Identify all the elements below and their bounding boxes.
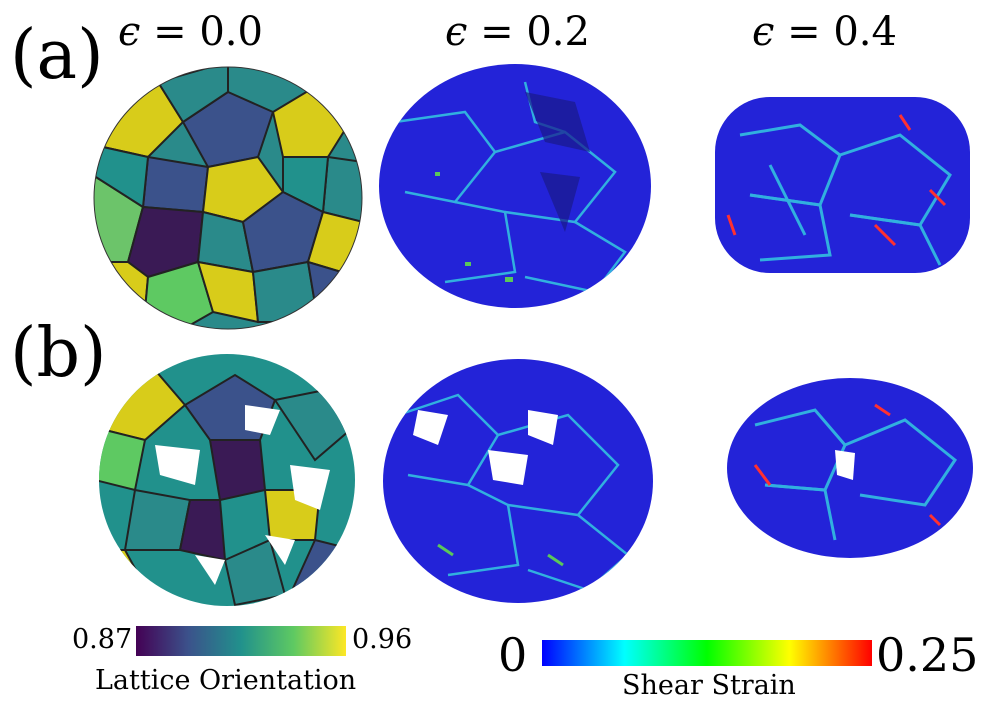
strain-value: = 0.4: [774, 9, 897, 55]
panel-label-b: (b): [10, 314, 107, 393]
strain-value: = 0.2: [467, 9, 590, 55]
shear-max-label: 0.25: [876, 628, 979, 682]
shear-colorbar: [542, 640, 872, 666]
strain-header-1: ϵ = 0.2: [445, 12, 590, 52]
shear-sphere-a-2: [715, 97, 970, 273]
shear-sphere-b-1: [383, 359, 653, 603]
epsilon-symbol: ϵ: [118, 9, 141, 55]
orientation-colorbar-title: Lattice Orientation: [95, 665, 357, 696]
panel-label-a: (a): [10, 16, 104, 95]
orientation-min-label: 0.87: [72, 624, 133, 655]
strain-header-0: ϵ = 0.0: [118, 12, 263, 52]
strain-value: = 0.0: [140, 9, 263, 55]
epsilon-symbol: ϵ: [752, 9, 775, 55]
grain-sphere-a-0: [93, 66, 363, 330]
shear-min-label: 0: [498, 628, 528, 682]
strain-header-2: ϵ = 0.4: [752, 12, 897, 52]
shear-sphere-b-2: [727, 378, 973, 558]
orientation-colorbar: [136, 626, 346, 656]
orientation-max-label: 0.96: [352, 624, 413, 655]
grain-sphere-b-0: [99, 354, 355, 606]
shear-sphere-a-1: [379, 64, 651, 308]
epsilon-symbol: ϵ: [445, 9, 468, 55]
shear-colorbar-title: Shear Strain: [622, 670, 796, 701]
